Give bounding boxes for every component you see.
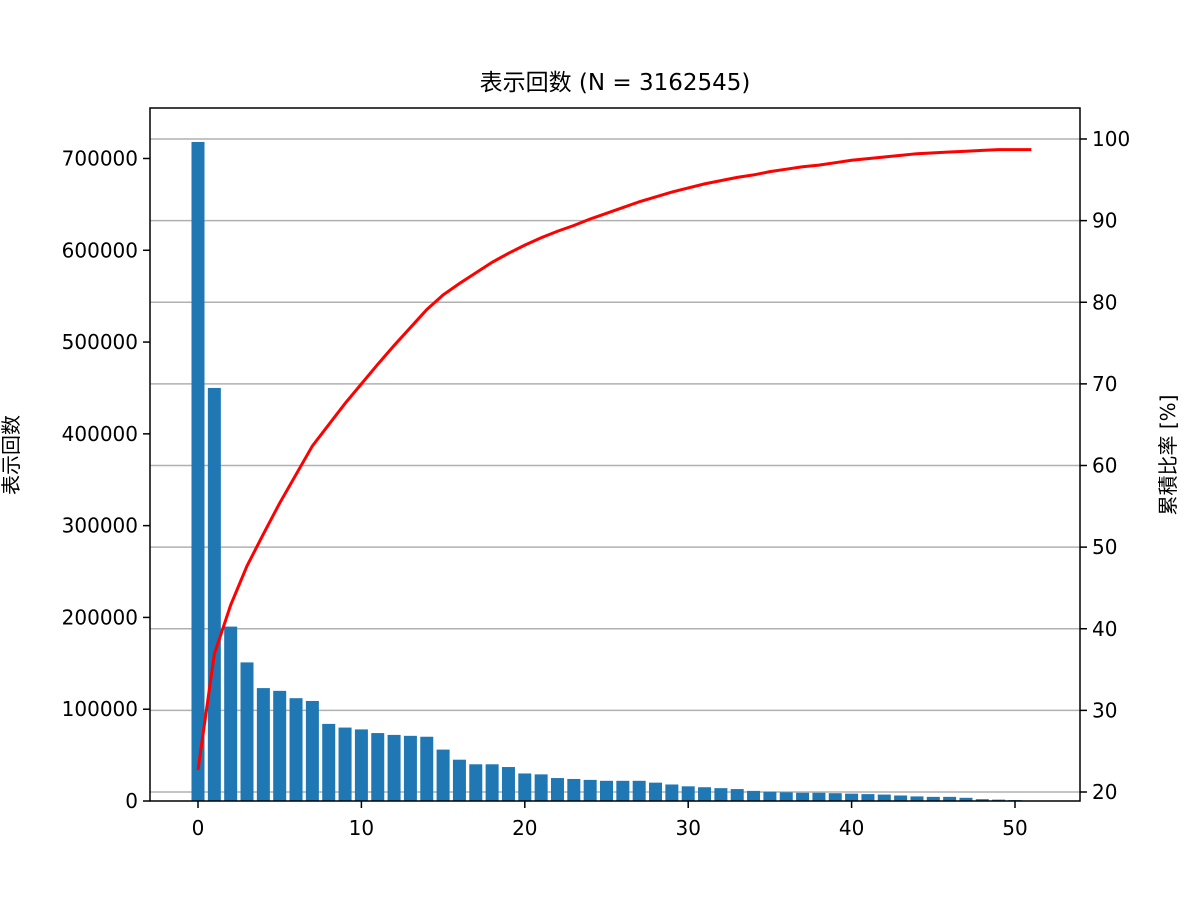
- bar: [371, 733, 385, 801]
- y2-tick-label: 70: [1092, 372, 1117, 396]
- y2-tick-label: 80: [1092, 290, 1117, 314]
- bar: [534, 774, 548, 801]
- y-axis-left: 0 100000 200000 300000 400000 500000 600000 700…: [62, 146, 150, 813]
- bar: [240, 662, 254, 801]
- y2-tick-label: 60: [1092, 454, 1117, 478]
- y-tick-label: 200000: [62, 605, 138, 629]
- bar: [926, 796, 940, 801]
- bar-series: [191, 141, 1038, 801]
- bar: [256, 688, 270, 801]
- bar: [894, 795, 908, 801]
- y-tick-label: 0: [125, 789, 138, 813]
- bar: [910, 796, 924, 801]
- bar: [518, 773, 532, 801]
- bar: [877, 794, 891, 801]
- bar: [583, 779, 597, 801]
- bar: [207, 387, 221, 801]
- bar: [436, 749, 450, 801]
- bar: [485, 764, 499, 801]
- bar: [305, 700, 319, 801]
- bar: [730, 789, 744, 801]
- y2-tick-label: 20: [1092, 780, 1117, 804]
- bar: [763, 791, 777, 801]
- y2-tick-label: 30: [1092, 698, 1117, 722]
- plot-frame: [149, 107, 1081, 802]
- bar: [452, 759, 466, 801]
- bar: [747, 790, 761, 801]
- bar: [289, 698, 303, 801]
- y2-tick-label: 90: [1092, 209, 1117, 233]
- y2-axis-label: 累積比率 [%]: [1156, 395, 1180, 516]
- chart-title: 表示回数 (N = 3162545): [480, 70, 751, 96]
- bar: [191, 141, 205, 801]
- y-axis-right: 20 30 40 50 60 70 80 90 100: [1080, 127, 1130, 804]
- y-tick-label: 500000: [62, 330, 138, 354]
- x-tick-label: 40: [839, 816, 864, 840]
- bar: [632, 780, 646, 801]
- bar: [387, 734, 401, 801]
- bar: [338, 727, 352, 801]
- y-tick-label: 400000: [62, 422, 138, 446]
- y-tick-label: 700000: [62, 146, 138, 170]
- bar: [812, 792, 826, 801]
- bar: [959, 797, 973, 801]
- bar: [224, 626, 238, 801]
- bar: [861, 794, 875, 801]
- bar: [975, 799, 989, 801]
- bar: [665, 784, 679, 801]
- y-tick-label: 300000: [62, 514, 138, 538]
- bar: [567, 778, 581, 801]
- bar: [616, 780, 630, 801]
- cumulative-line: [196, 148, 1032, 771]
- bar: [354, 729, 368, 801]
- y2-tick-label: 50: [1092, 535, 1117, 559]
- bar: [649, 782, 663, 801]
- y2-tick-label: 40: [1092, 617, 1117, 641]
- y2-tick-label: 100: [1092, 127, 1130, 151]
- bar: [828, 793, 842, 801]
- bar: [779, 792, 793, 801]
- bar: [845, 793, 859, 801]
- bar: [681, 786, 695, 801]
- x-tick-label: 0: [192, 816, 205, 840]
- y-tick-label: 100000: [62, 697, 138, 721]
- x-axis: 0 10 20 30 40 50: [192, 801, 1028, 840]
- bar: [403, 735, 417, 801]
- x-tick-label: 20: [512, 816, 537, 840]
- y-axis-label: 表示回数: [0, 415, 23, 495]
- bar: [501, 767, 515, 801]
- bar: [322, 723, 336, 801]
- bar: [698, 787, 712, 801]
- bar: [600, 780, 613, 801]
- bar: [550, 778, 564, 801]
- bar: [469, 764, 483, 801]
- bar: [943, 796, 957, 801]
- bar: [796, 792, 810, 801]
- x-tick-label: 30: [675, 816, 700, 840]
- gridlines: [150, 138, 1080, 793]
- bar: [420, 736, 434, 801]
- y-tick-label: 600000: [62, 238, 138, 262]
- bar: [273, 690, 287, 801]
- x-tick-label: 10: [349, 816, 374, 840]
- x-tick-label: 50: [1002, 816, 1027, 840]
- bar: [714, 788, 728, 801]
